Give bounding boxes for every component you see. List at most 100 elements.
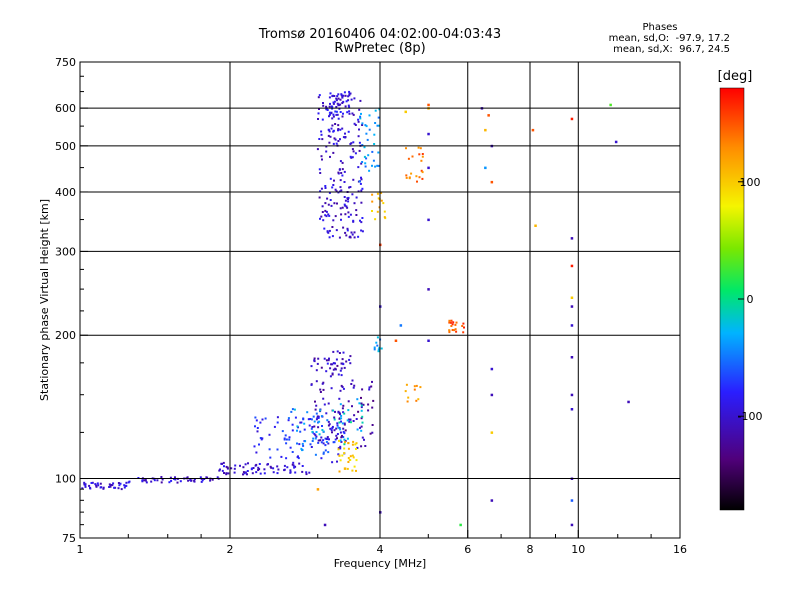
data-point: [360, 229, 363, 232]
data-point: [328, 214, 331, 217]
data-point: [484, 128, 487, 132]
x-tick-label: 10: [571, 543, 585, 556]
y-tick-label: 100: [55, 473, 76, 486]
data-point: [244, 471, 247, 474]
data-point: [339, 459, 342, 462]
data-point: [320, 130, 323, 133]
data-point: [120, 488, 123, 491]
data-point: [318, 196, 321, 199]
chart-title: Tromsø 20160406 04:02:00-04:03:43: [258, 27, 502, 42]
data-point: [355, 196, 358, 199]
data-point: [252, 467, 255, 469]
data-point: [360, 409, 363, 412]
data-point: [342, 100, 345, 103]
data-point: [320, 436, 323, 439]
x-tick-label: 2: [227, 543, 234, 556]
data-point: [331, 235, 334, 238]
data-point: [123, 484, 126, 487]
data-point: [277, 468, 280, 471]
data-point: [344, 105, 347, 108]
data-point: [255, 471, 258, 474]
data-point: [352, 220, 355, 223]
data-point: [337, 447, 340, 450]
data-point: [344, 204, 347, 207]
data-point: [339, 160, 342, 163]
data-point: [256, 427, 259, 429]
colorbar-tick-label: -100: [738, 410, 763, 423]
data-point: [343, 422, 346, 425]
axes: 1 2 4 6 8 10 16 75 100 200 300 400 500 600 750: [55, 56, 687, 556]
data-point: [345, 234, 348, 237]
data-point: [347, 99, 350, 102]
data-point: [331, 117, 334, 120]
data-point: [341, 386, 344, 388]
data-point: [339, 413, 341, 416]
data-point: [357, 166, 360, 169]
data-point: [253, 445, 256, 448]
data-point: [335, 358, 338, 361]
data-point: [293, 408, 296, 411]
data-point: [570, 324, 574, 327]
data-point: [341, 161, 344, 164]
data-point: [315, 435, 318, 438]
y-axis-label: Stationary phase Virtual Height [km]: [38, 199, 51, 401]
data-point: [280, 455, 283, 458]
data-point: [353, 122, 356, 125]
data-point: [324, 187, 327, 189]
data-point: [300, 421, 303, 424]
data-point: [343, 181, 346, 183]
data-point: [339, 103, 342, 106]
data-point: [223, 465, 225, 468]
x-tick-label: 8: [527, 543, 534, 556]
data-point: [331, 226, 334, 228]
data-point: [328, 357, 330, 360]
data-point: [338, 168, 341, 171]
data-point: [490, 180, 494, 184]
data-point: [348, 186, 351, 189]
data-point: [352, 440, 355, 443]
data-point: [319, 391, 322, 393]
data-point: [347, 447, 350, 450]
data-point: [614, 140, 618, 144]
data-point: [331, 186, 334, 189]
data-point: [348, 90, 351, 93]
data-point: [344, 199, 347, 202]
data-point: [360, 201, 363, 204]
data-point: [230, 467, 233, 470]
data-point: [322, 451, 325, 454]
data-point: [84, 484, 87, 487]
data-point: [81, 487, 84, 490]
data-point: [336, 460, 338, 463]
data-point: [291, 423, 294, 426]
data-point: [325, 412, 328, 415]
data-point: [322, 430, 325, 433]
data-point: [327, 451, 330, 454]
data-point: [404, 110, 407, 114]
data-point: [352, 456, 355, 459]
data-point: [334, 410, 336, 413]
data-point: [351, 112, 354, 115]
data-point: [350, 98, 353, 101]
data-point: [327, 134, 330, 137]
x-tick-label: 6: [464, 543, 471, 556]
data-point: [353, 384, 356, 387]
data-point: [349, 143, 352, 145]
data-point: [357, 190, 360, 193]
data-point: [91, 481, 94, 484]
data-point: [358, 141, 361, 144]
data-point: [427, 339, 430, 342]
data-point: [296, 442, 298, 445]
data-point: [338, 427, 341, 430]
data-point: [221, 469, 224, 472]
data-point: [349, 213, 352, 216]
data-point: [314, 453, 317, 456]
data-point: [351, 193, 354, 196]
data-point: [368, 128, 371, 131]
data-point: [337, 453, 340, 456]
data-point: [83, 481, 86, 484]
data-point: [334, 188, 337, 191]
data-point: [291, 463, 294, 466]
data-point: [310, 383, 313, 386]
data-point: [286, 466, 289, 469]
data-point: [301, 442, 304, 445]
